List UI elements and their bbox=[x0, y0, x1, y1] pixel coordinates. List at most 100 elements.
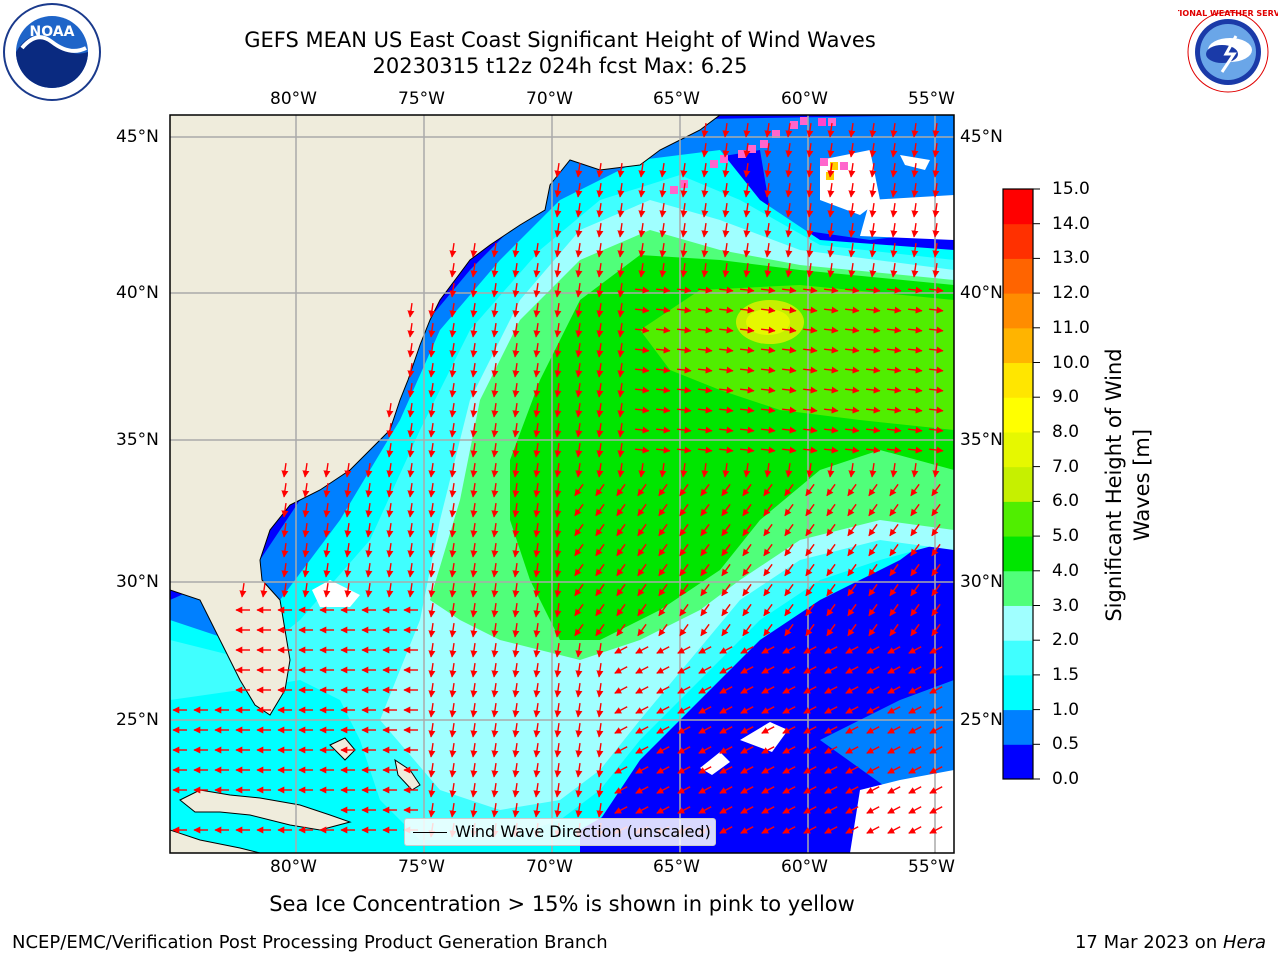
lon-label-bottom: 60°W bbox=[781, 857, 828, 877]
wave-direction-arrow bbox=[449, 302, 457, 318]
wave-direction-arrow bbox=[554, 542, 562, 558]
wave-direction-arrow bbox=[845, 286, 860, 294]
wave-direction-arrow bbox=[656, 306, 671, 314]
wave-direction-arrow bbox=[677, 706, 691, 714]
wave-direction-arrow bbox=[722, 222, 730, 238]
wave-direction-arrow bbox=[302, 582, 310, 598]
wave-direction-arrow bbox=[908, 406, 923, 414]
wave-direction-arrow bbox=[848, 242, 856, 258]
wave-direction-arrow bbox=[449, 802, 457, 818]
wave-direction-arrow bbox=[491, 442, 499, 458]
wave-direction-arrow bbox=[869, 222, 877, 238]
wave-direction-arrow bbox=[344, 562, 352, 578]
wave-direction-arrow bbox=[470, 522, 478, 538]
wave-direction-arrow bbox=[677, 726, 691, 734]
wave-direction-arrow bbox=[302, 522, 310, 538]
wave-direction-arrow bbox=[407, 462, 415, 478]
wave-direction-arrow bbox=[491, 562, 499, 578]
wave-direction-arrow bbox=[554, 702, 562, 718]
wave-direction-arrow bbox=[824, 306, 839, 314]
wave-direction-arrow bbox=[908, 306, 923, 314]
wave-direction-arrow bbox=[782, 326, 797, 334]
wave-direction-arrow bbox=[323, 482, 331, 498]
wave-direction-arrow bbox=[740, 806, 754, 814]
wave-direction-arrow bbox=[596, 422, 604, 438]
wave-direction-arrow bbox=[656, 706, 670, 714]
wave-direction-arrow bbox=[470, 722, 478, 738]
wave-direction-arrow bbox=[887, 646, 901, 654]
wave-direction-arrow bbox=[512, 362, 520, 378]
wave-direction-arrow bbox=[677, 646, 691, 654]
graticule bbox=[170, 115, 954, 853]
wave-direction-arrow bbox=[470, 582, 478, 598]
wave-direction-arrow bbox=[847, 503, 857, 517]
wave-direction-arrow bbox=[866, 826, 880, 834]
wave-direction-arrow bbox=[344, 482, 352, 498]
wave-direction-arrow bbox=[512, 382, 520, 398]
wave-direction-arrow bbox=[908, 746, 922, 754]
wave-direction-arrow bbox=[679, 583, 689, 597]
wave-direction-arrow bbox=[575, 642, 583, 658]
wave-direction-arrow bbox=[824, 386, 839, 394]
wave-direction-arrow bbox=[659, 262, 667, 278]
wave-direction-arrow bbox=[239, 582, 247, 598]
wave-direction-arrow bbox=[617, 182, 625, 198]
wave-direction-arrow bbox=[470, 262, 478, 278]
wave-direction-arrow bbox=[824, 646, 838, 654]
wave-direction-arrow bbox=[679, 523, 689, 537]
legend-line-icon bbox=[413, 832, 447, 833]
wave-direction-arrow bbox=[782, 766, 796, 774]
wave-direction-arrow bbox=[638, 182, 646, 198]
colorbar-swatch bbox=[1003, 223, 1033, 259]
wave-direction-arrow bbox=[803, 366, 818, 374]
wave-direction-arrow bbox=[677, 786, 691, 794]
wave-direction-arrow bbox=[929, 786, 943, 794]
wave-direction-arrow bbox=[719, 766, 733, 774]
wave-direction-arrow bbox=[595, 623, 605, 637]
wave-direction-arrow bbox=[761, 306, 776, 314]
wave-direction-arrow bbox=[449, 622, 457, 638]
wave-direction-arrow bbox=[428, 542, 436, 558]
wave-direction-arrow bbox=[491, 402, 499, 418]
wave-direction-arrow bbox=[617, 222, 625, 238]
wave-direction-arrow bbox=[803, 446, 818, 454]
wave-direction-arrow bbox=[428, 742, 436, 758]
colorbar-tick-label: 13.0 bbox=[1052, 248, 1090, 269]
wave-direction-arrow bbox=[596, 342, 604, 358]
wave-direction-arrow bbox=[889, 523, 899, 537]
wave-direction-arrow bbox=[845, 426, 860, 434]
wave-direction-arrow bbox=[866, 726, 880, 734]
wave-direction-arrow bbox=[845, 826, 859, 834]
wave-direction-arrow bbox=[701, 182, 709, 198]
wave-direction-arrow bbox=[740, 786, 754, 794]
wave-direction-arrow bbox=[845, 806, 859, 814]
wave-direction-arrow bbox=[929, 646, 943, 654]
wave-direction-arrow bbox=[449, 442, 457, 458]
wave-direction-arrow bbox=[635, 386, 650, 394]
wave-direction-arrow bbox=[595, 603, 605, 617]
wave-direction-arrow bbox=[617, 422, 625, 438]
wave-direction-arrow bbox=[803, 666, 817, 674]
wave-direction-arrow bbox=[638, 162, 646, 178]
wave-direction-arrow bbox=[638, 202, 646, 218]
wave-direction-arrow bbox=[428, 382, 436, 398]
wave-direction-arrow bbox=[719, 646, 733, 654]
wave-direction-arrow bbox=[848, 162, 856, 178]
wave-direction-arrow bbox=[491, 722, 499, 738]
wave-direction-arrow bbox=[323, 522, 331, 538]
wave-direction-arrow bbox=[719, 826, 733, 834]
wave-direction-arrow bbox=[845, 786, 859, 794]
wave-direction-arrow bbox=[680, 242, 688, 258]
wave-direction-arrow bbox=[596, 322, 604, 338]
wave-direction-arrow bbox=[803, 746, 817, 754]
wave-direction-arrow bbox=[743, 122, 751, 138]
wave-direction-arrow bbox=[743, 262, 751, 278]
wave-direction-arrow bbox=[803, 786, 817, 794]
wave-direction-arrow bbox=[512, 422, 520, 438]
wave-direction-arrow bbox=[761, 786, 775, 794]
wave-direction-arrow bbox=[470, 342, 478, 358]
wave-direction-arrow bbox=[512, 502, 520, 518]
wave-direction-arrow bbox=[575, 322, 583, 338]
wave-direction-arrow bbox=[889, 603, 899, 617]
colorbar-tick-label: 15.0 bbox=[1052, 179, 1090, 199]
